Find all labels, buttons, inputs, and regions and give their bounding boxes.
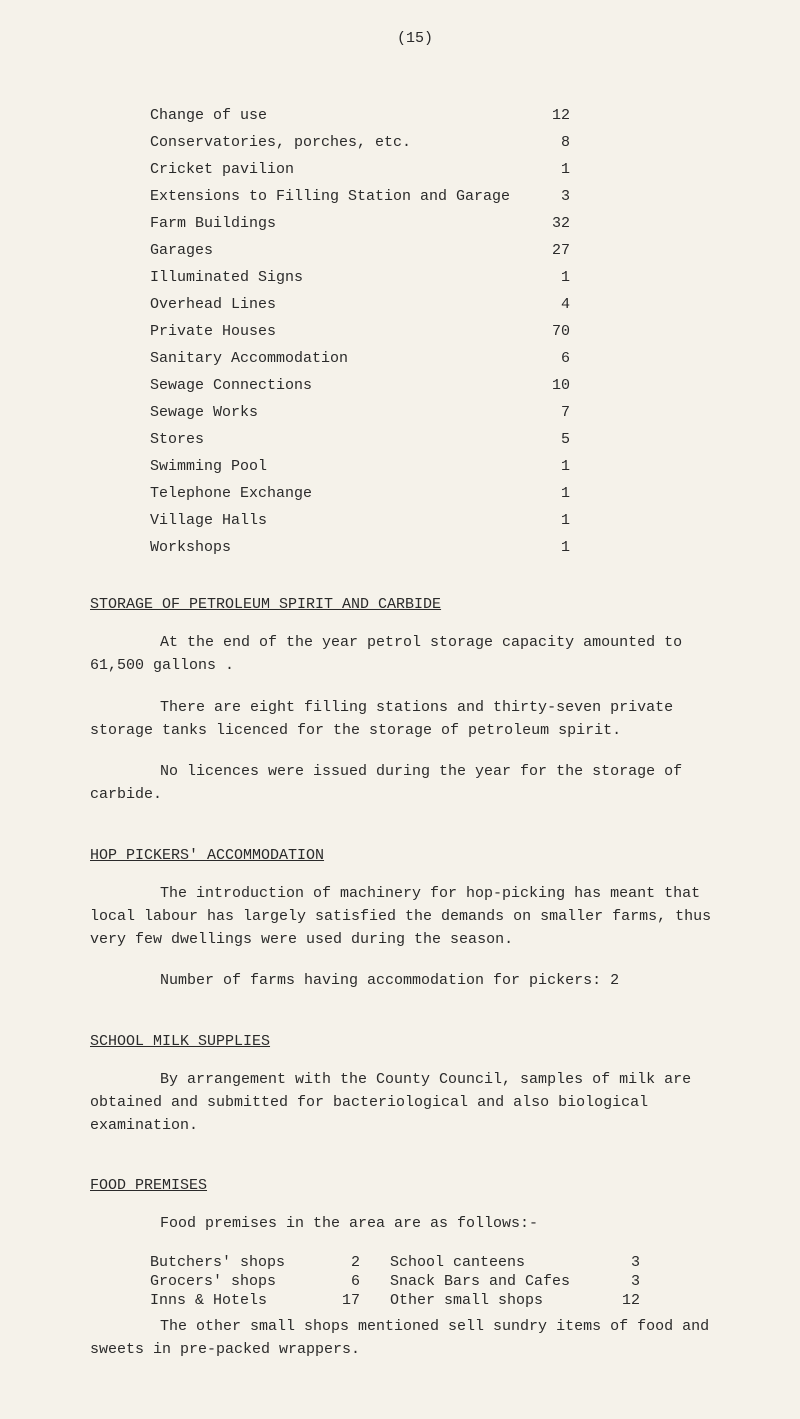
food-value-b: 3 [610,1273,640,1290]
food-value-a: 17 [320,1292,390,1309]
table-row: Private Houses70 [150,323,740,340]
heading-storage: STORAGE OF PETROLEUM SPIRIT AND CARBIDE [90,596,740,613]
table-value: 27 [530,242,570,259]
food-value-b: 3 [610,1254,640,1271]
table-value: 32 [530,215,570,232]
table-label: Extensions to Filling Station and Garage [150,188,530,205]
table-value: 6 [530,350,570,367]
table-row: Sewage Works7 [150,404,740,421]
table-row: Conservatories, porches, etc.8 [150,134,740,151]
table-row: Garages27 [150,242,740,259]
table-value: 10 [530,377,570,394]
table-row: Workshops1 [150,539,740,556]
table-row: Illuminated Signs1 [150,269,740,286]
food-table: Butchers' shops2School canteens3Grocers'… [150,1254,740,1309]
page-number: (15) [90,30,740,47]
table-row: Sewage Connections10 [150,377,740,394]
table-value: 3 [530,188,570,205]
food-value-b: 12 [610,1292,640,1309]
table-label: Conservatories, porches, etc. [150,134,530,151]
table-row: Extensions to Filling Station and Garage… [150,188,740,205]
storage-p3: No licences were issued during the year … [90,760,740,807]
storage-p1: At the end of the year petrol storage ca… [90,631,740,678]
food-value-a: 6 [320,1273,390,1290]
table-row: Cricket pavilion1 [150,161,740,178]
food-label-a: Inns & Hotels [150,1292,320,1309]
table-value: 8 [530,134,570,151]
table-row: Farm Buildings32 [150,215,740,232]
table-value: 70 [530,323,570,340]
food-row: Inns & Hotels17Other small shops12 [150,1292,740,1309]
table-row: Change of use12 [150,107,740,124]
food-intro: Food premises in the area are as follows… [90,1212,740,1235]
table-label: Sewage Works [150,404,530,421]
table-label: Overhead Lines [150,296,530,313]
hop-p1: The introduction of machinery for hop-pi… [90,882,740,952]
food-label-b: Snack Bars and Cafes [390,1273,610,1290]
table-value: 1 [530,512,570,529]
heading-food: FOOD PREMISES [90,1177,740,1194]
table-value: 1 [530,485,570,502]
storage-p2: There are eight filling stations and thi… [90,696,740,743]
table-label: Sewage Connections [150,377,530,394]
food-label-a: Grocers' shops [150,1273,320,1290]
table-row: Telephone Exchange1 [150,485,740,502]
table-label: Village Halls [150,512,530,529]
food-label-b: Other small shops [390,1292,610,1309]
table-row: Stores5 [150,431,740,448]
food-row: Butchers' shops2School canteens3 [150,1254,740,1271]
table-label: Farm Buildings [150,215,530,232]
data-table: Change of use12Conservatories, porches, … [150,107,740,556]
table-label: Change of use [150,107,530,124]
table-row: Swimming Pool1 [150,458,740,475]
food-label-a: Butchers' shops [150,1254,320,1271]
table-value: 5 [530,431,570,448]
table-row: Village Halls1 [150,512,740,529]
hop-p2: Number of farms having accommodation for… [90,969,740,992]
table-value: 7 [530,404,570,421]
page: (15) Change of use12Conservatories, porc… [0,0,800,1419]
table-value: 1 [530,269,570,286]
food-p2: The other small shops mentioned sell sun… [90,1315,740,1362]
food-row: Grocers' shops6Snack Bars and Cafes3 [150,1273,740,1290]
table-label: Sanitary Accommodation [150,350,530,367]
heading-school: SCHOOL MILK SUPPLIES [90,1033,740,1050]
table-label: Garages [150,242,530,259]
table-label: Illuminated Signs [150,269,530,286]
table-label: Swimming Pool [150,458,530,475]
table-value: 1 [530,161,570,178]
table-label: Private Houses [150,323,530,340]
food-label-b: School canteens [390,1254,610,1271]
table-value: 4 [530,296,570,313]
table-label: Cricket pavilion [150,161,530,178]
school-p1: By arrangement with the County Council, … [90,1068,740,1138]
table-label: Stores [150,431,530,448]
table-value: 12 [530,107,570,124]
food-value-a: 2 [320,1254,390,1271]
table-value: 1 [530,539,570,556]
table-label: Workshops [150,539,530,556]
heading-hop: HOP PICKERS' ACCOMMODATION [90,847,740,864]
table-label: Telephone Exchange [150,485,530,502]
table-value: 1 [530,458,570,475]
table-row: Sanitary Accommodation6 [150,350,740,367]
table-row: Overhead Lines4 [150,296,740,313]
